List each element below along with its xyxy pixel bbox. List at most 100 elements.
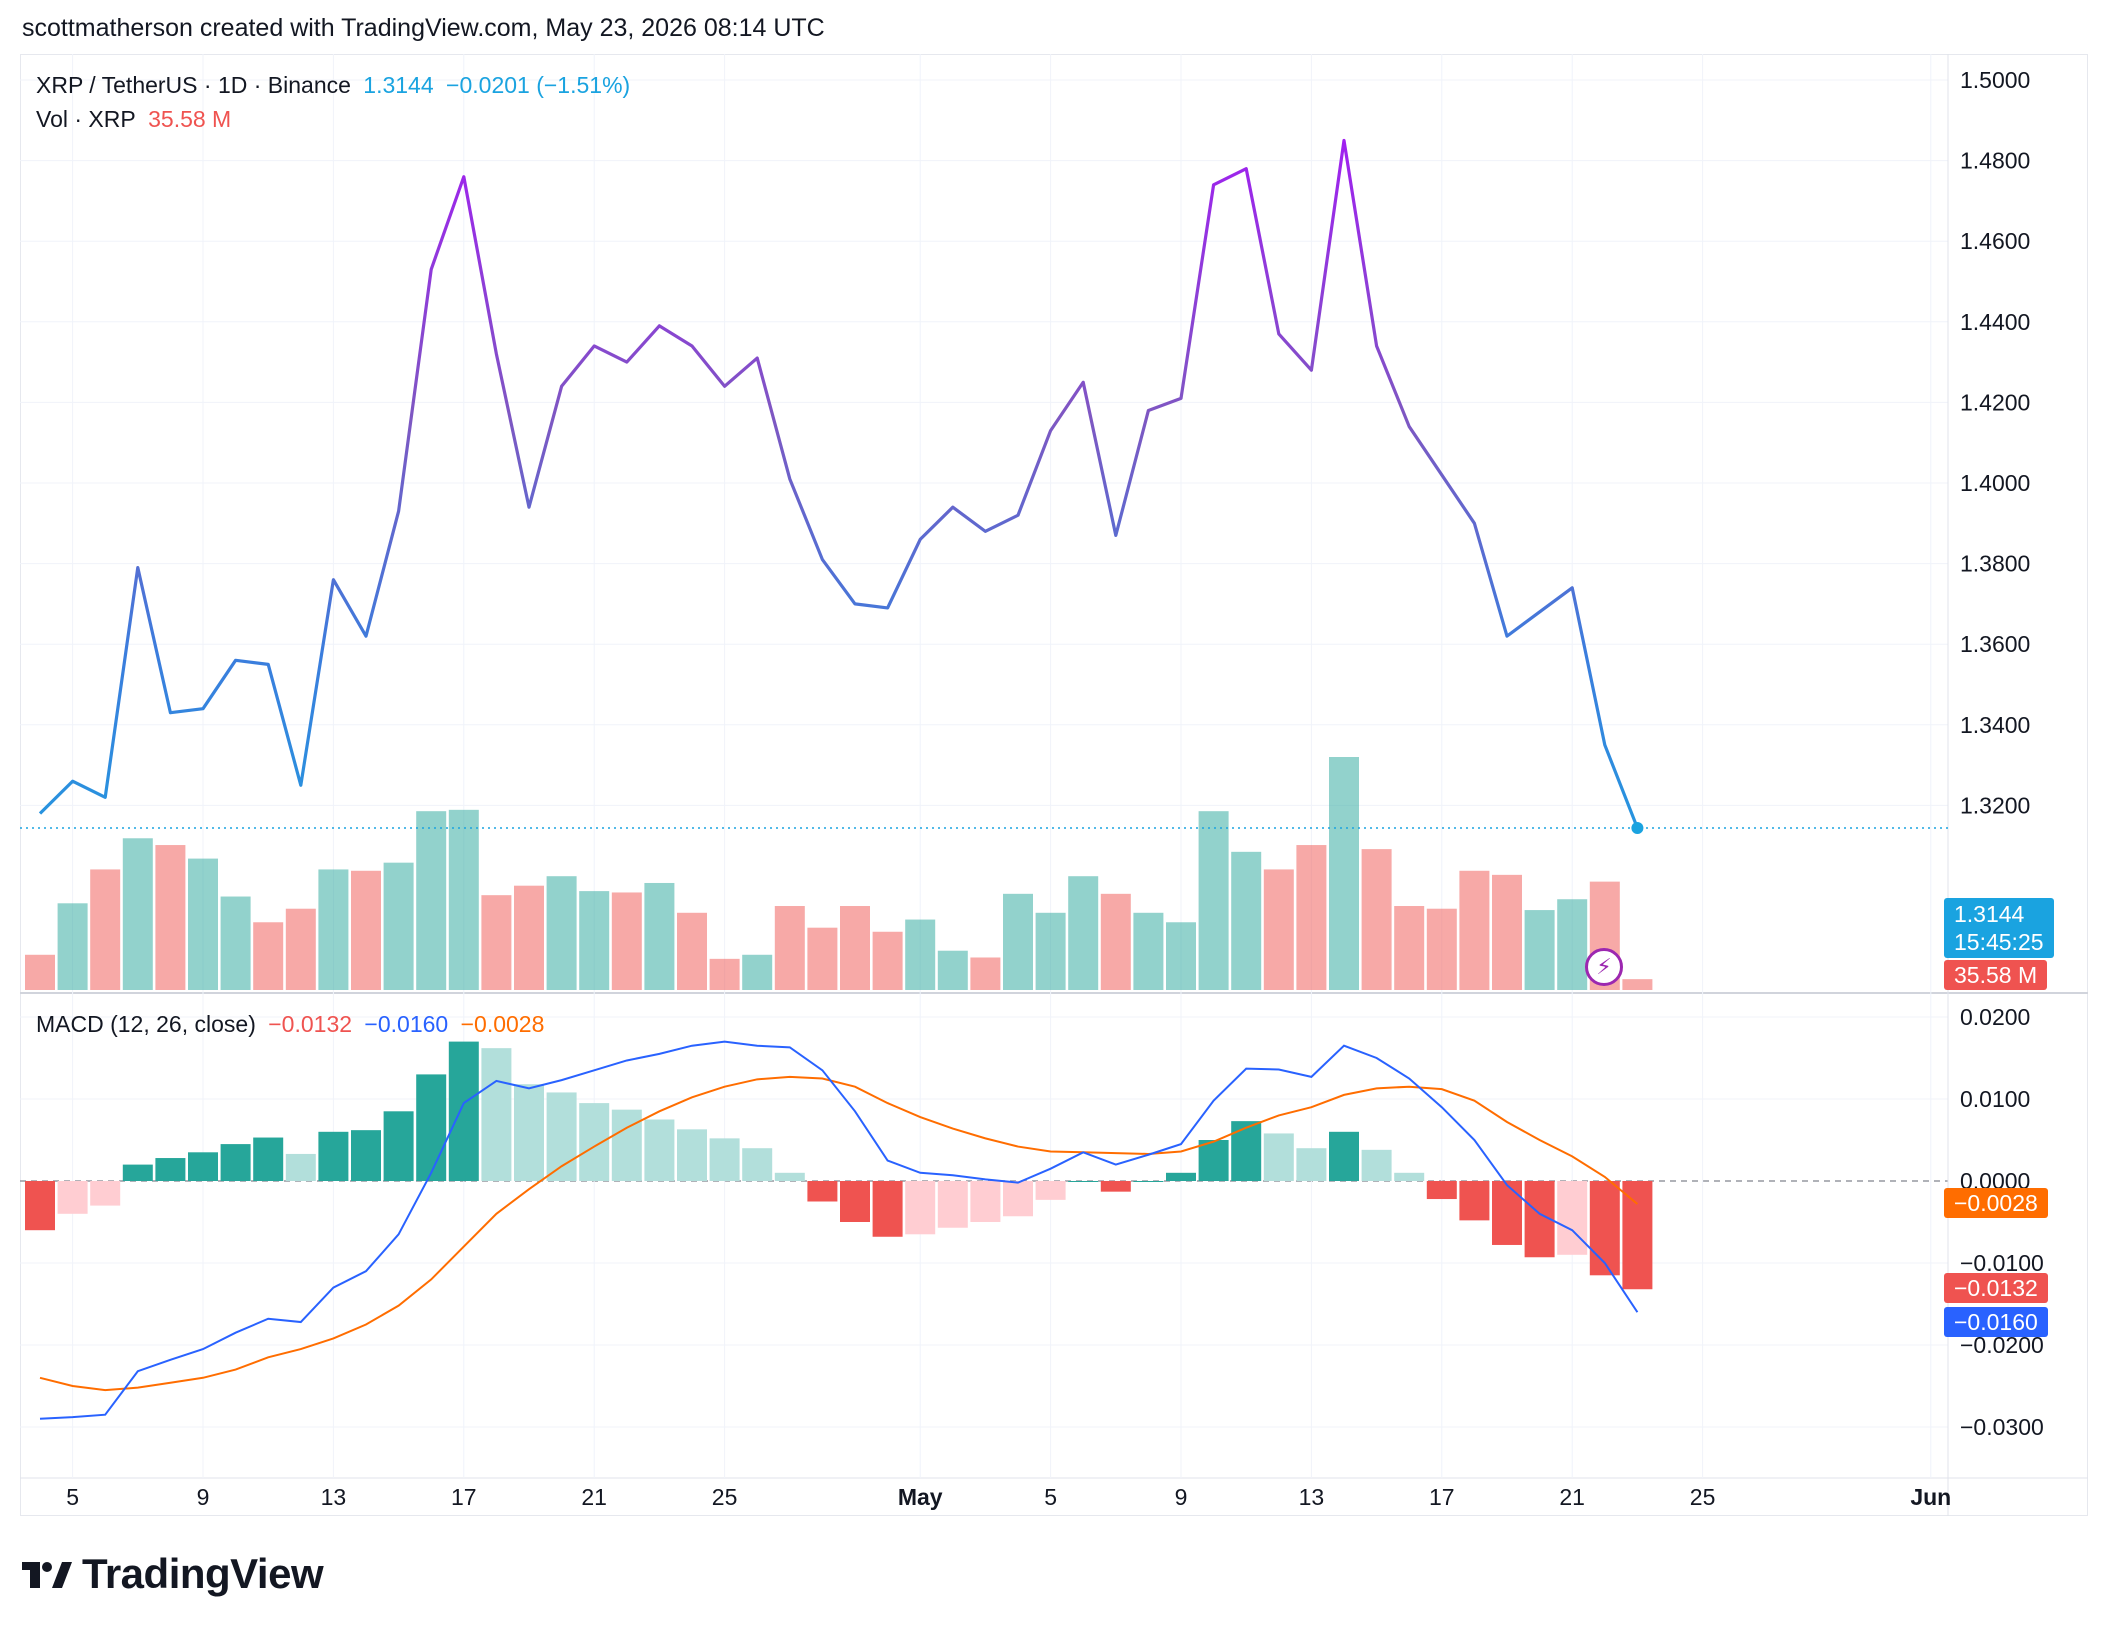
volume-bar: [1035, 912, 1066, 990]
macd-histogram-bar: [1426, 1181, 1457, 1200]
tradingview-logo[interactable]: TradingView: [22, 1550, 324, 1598]
volume-bar: [1329, 757, 1359, 990]
bar-countdown: 15:45:25: [1954, 929, 2044, 955]
macd-histogram-bar: [318, 1131, 349, 1181]
time-axis-label: 21: [1559, 1484, 1585, 1510]
macd-histogram-bar: [709, 1138, 740, 1181]
volume-bar: [90, 869, 121, 990]
volume-bar: [318, 869, 349, 990]
volume-bar: [253, 922, 284, 990]
volume-bar: [1296, 845, 1327, 990]
axes: 1.5000 1.4800 1.4600 1.4400 1.4200 1.4000 1.38…: [66, 67, 2044, 1510]
macd-histogram-bar: [1166, 1172, 1196, 1181]
volume-bar: [1198, 811, 1229, 990]
macd-histogram-bar: [937, 1181, 968, 1228]
time-axis-label: 13: [321, 1484, 347, 1510]
volume-bar: [1426, 908, 1457, 990]
macd-line: [39, 1040, 1639, 1420]
macd-histogram-bar: [774, 1172, 805, 1181]
price-axis-label: 1.4000: [1960, 470, 2030, 496]
macd-histogram-bar: [1068, 1181, 1099, 1182]
volume-bar: [677, 912, 707, 990]
time-axis-label: Jun: [1910, 1484, 1951, 1510]
volume-bar: [25, 954, 55, 990]
macd-signal-value: −0.0028: [460, 1011, 545, 1037]
macd-histogram-bar: [1557, 1181, 1588, 1255]
macd-histogram-bar: [905, 1181, 936, 1235]
volume-bar: [840, 906, 870, 990]
macd-histogram-bar: [1003, 1181, 1033, 1217]
macd-histogram-bar: [1492, 1181, 1522, 1245]
volume-bar: [1100, 893, 1131, 990]
price-axis-label: 1.3400: [1960, 712, 2030, 738]
macd-histogram-bar: [1589, 1181, 1620, 1276]
time-axis-label: 25: [712, 1484, 738, 1510]
volume-bar: [546, 876, 577, 990]
last-price-tag: 1.3144 15:45:25: [1944, 898, 2054, 958]
macd-histogram-bar: [872, 1181, 903, 1237]
macd-histogram-bar: [90, 1181, 121, 1206]
price-axis-label: 1.4200: [1960, 389, 2030, 415]
macd-histogram-bar: [1622, 1181, 1653, 1290]
volume-bar: [872, 931, 903, 990]
macd-histogram-bar: [122, 1164, 153, 1181]
macd-legend[interactable]: MACD (12, 26, close) −0.0132 −0.0160 −0.…: [36, 1011, 550, 1038]
macd-histogram-bar: [1459, 1181, 1490, 1221]
macd-histogram-bar: [416, 1074, 447, 1181]
volume-bar: [285, 908, 316, 990]
volume-bar: [742, 954, 773, 990]
symbol-change: −0.0201 (−1.51%): [446, 72, 631, 98]
volume-bar: [1003, 893, 1033, 990]
price-axis-label: 1.4800: [1960, 148, 2030, 174]
symbol-legend[interactable]: XRP / TetherUS · 1D · Binance 1.3144 −0.…: [36, 72, 636, 99]
macd-signal-line: [39, 1075, 1639, 1392]
signal-tag: −0.0028: [1944, 1188, 2048, 1218]
volume-bar: [351, 870, 381, 990]
macd-axis-label: 0.0200: [1960, 1004, 2030, 1030]
time-axis-label: May: [898, 1484, 943, 1510]
symbol-price: 1.3144: [363, 72, 434, 98]
time-axis-label: 17: [451, 1484, 477, 1510]
time-axis-label: 13: [1299, 1484, 1325, 1510]
macd-axis-label: 0.0100: [1960, 1086, 2030, 1112]
volume-bar: [1492, 874, 1522, 990]
volume-bar: [1394, 906, 1425, 990]
volume-label: Vol · XRP: [36, 106, 136, 132]
macd-histogram-bar: [220, 1144, 251, 1181]
volume-bar: [774, 906, 805, 990]
lightning-icon[interactable]: ⚡: [1585, 948, 1623, 986]
macd-histogram-bar: [481, 1048, 512, 1181]
macd-histogram-bar: [1198, 1140, 1229, 1181]
macd-axis-label: −0.0300: [1960, 1414, 2044, 1440]
macd-histogram-bar: [1296, 1148, 1327, 1181]
macd-histogram-bar: [285, 1153, 316, 1181]
macd-histogram-bar: [1263, 1133, 1294, 1181]
macd-axis-label: −0.0100: [1960, 1250, 2044, 1276]
time-axis-label: 5: [66, 1484, 79, 1510]
price-axis-label: 1.3800: [1960, 551, 2030, 577]
volume-bar: [1166, 922, 1196, 990]
macd-histogram-bar: [807, 1181, 838, 1202]
macd-histogram-bar: [351, 1130, 381, 1181]
macd-histogram-bar: [742, 1148, 773, 1181]
volume-bar: [448, 809, 479, 990]
volume-bar: [155, 845, 186, 990]
price-axis-label: 1.5000: [1960, 67, 2030, 93]
volume-bar: [1133, 912, 1164, 990]
volume-bar: [220, 896, 251, 990]
macd-histogram-bar: [970, 1181, 1001, 1222]
volume-bar: [579, 891, 610, 990]
volume-bar: [611, 892, 642, 990]
macd-histogram-bar: [840, 1181, 870, 1222]
price-axis-label: 1.3200: [1960, 792, 2030, 818]
volume-legend[interactable]: Vol · XRP 35.58 M: [36, 106, 237, 133]
volume-bar: [1622, 979, 1653, 990]
volume-bars: [25, 757, 1653, 990]
volume-bar: [1459, 870, 1490, 990]
macd-histogram-bar: [25, 1181, 55, 1231]
macd-histogram-bar: [677, 1129, 707, 1181]
macd-histogram-bar: [514, 1084, 544, 1181]
time-axis-label: 21: [581, 1484, 607, 1510]
volume-bar: [481, 895, 512, 990]
